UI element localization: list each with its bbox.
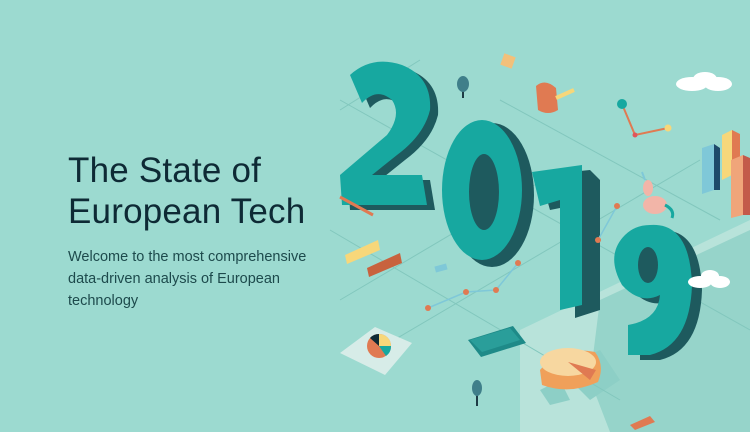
unicorn: [641, 171, 675, 219]
binoculars: [434, 263, 448, 273]
tree: [457, 76, 469, 98]
bar-chart: [702, 130, 750, 218]
car: [630, 416, 655, 430]
pencil: [339, 195, 374, 217]
calculator: [468, 326, 526, 357]
title-line-1: The State of: [68, 151, 262, 190]
cloud: [688, 270, 730, 288]
page-title: The State of European Tech: [68, 150, 358, 232]
line-chart: [617, 99, 672, 138]
hero-text: The State of European Tech Welcome to th…: [68, 150, 358, 312]
pie-chart-paper: [340, 327, 412, 375]
scatter-line: [425, 203, 620, 311]
tree: [472, 380, 482, 406]
page-subtitle: Welcome to the most comprehensive data-d…: [68, 249, 307, 309]
blocks: [345, 240, 402, 277]
cheese-wheel: [540, 348, 601, 390]
cloud: [676, 72, 732, 91]
watering-can: [536, 82, 575, 113]
cube: [500, 53, 516, 69]
title-line-2: European Tech: [68, 192, 306, 231]
year-2019-numerals: [340, 61, 702, 360]
